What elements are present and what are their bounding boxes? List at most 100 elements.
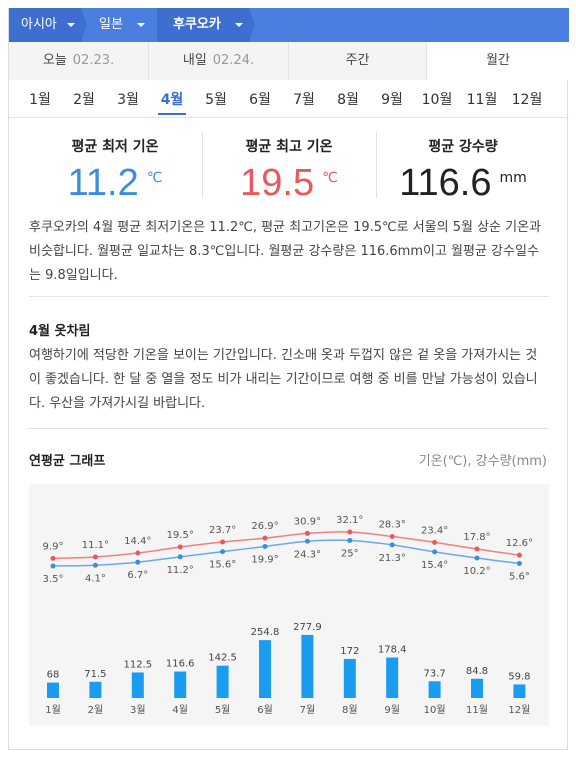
month-tab-2[interactable]: 2월 — [73, 92, 95, 108]
rain-bar — [513, 684, 526, 698]
month-tab-12[interactable]: 12월 — [511, 92, 543, 108]
stat-min-temp-value: 11.2 — [67, 162, 139, 204]
high-temp-label: 17.8° — [463, 532, 490, 543]
breadcrumb-separator — [249, 8, 255, 42]
stat-max-temp-unit: ℃ — [322, 170, 338, 186]
month-tab-7[interactable]: 7월 — [293, 92, 315, 108]
rain-value-label: 142.5 — [208, 653, 237, 664]
rain-bar — [216, 665, 229, 698]
low-temp-point — [92, 562, 98, 568]
clothing-title: 4월 옷차림 — [29, 324, 91, 339]
month-tab-5[interactable]: 5월 — [205, 92, 227, 108]
low-temp-label: 4.1° — [85, 573, 106, 584]
rain-bar — [428, 681, 441, 698]
rain-value-label: 172 — [340, 646, 359, 657]
clothing-text: 여행하기에 적당한 기온을 보이는 기간입니다. 긴소매 옷과 두껍지 않은 겉… — [29, 348, 538, 411]
month-tab-8[interactable]: 8월 — [337, 92, 359, 108]
low-temp-point — [389, 542, 395, 548]
divider — [29, 428, 549, 429]
high-temp-point — [135, 550, 141, 556]
breadcrumb-continent-label: 아시아 — [21, 17, 57, 32]
high-temp-label: 28.3° — [379, 520, 406, 531]
month-tab-3[interactable]: 3월 — [117, 92, 139, 108]
tab-tomorrow-label: 내일 — [182, 53, 207, 68]
stat-rainfall: 평균 강수량 116.6 mm — [377, 128, 549, 204]
rain-bar — [386, 657, 399, 698]
chevron-down-icon — [235, 23, 243, 27]
breadcrumb-continent[interactable]: 아시아 — [9, 8, 81, 42]
breadcrumb-country[interactable]: 일본 — [87, 8, 151, 42]
rain-bar — [301, 634, 314, 698]
breadcrumb-city-label: 후쿠오카 — [173, 17, 221, 32]
high-temp-point — [389, 534, 395, 540]
month-tab-6[interactable]: 6월 — [249, 92, 271, 108]
month-tab-10[interactable]: 10월 — [421, 92, 453, 108]
chevron-down-icon — [67, 23, 75, 27]
rain-bar — [89, 681, 102, 698]
low-temp-label: 25° — [341, 548, 359, 559]
x-tick-label: 9월 — [384, 704, 400, 716]
divider — [29, 296, 549, 297]
stat-divider — [376, 132, 377, 198]
high-temp-label: 23.4° — [421, 525, 448, 536]
stat-rainfall-unit: mm — [499, 170, 527, 186]
x-tick-label: 3월 — [130, 704, 146, 716]
low-temp-point — [220, 549, 226, 555]
high-temp-label: 19.5° — [167, 530, 194, 541]
tab-tomorrow-date: 02.24. — [212, 53, 255, 68]
tab-today-label: 오늘 — [42, 53, 67, 68]
breadcrumb-city[interactable]: 후쿠오카 — [157, 8, 249, 42]
tab-tomorrow[interactable]: 내일 02.24. — [149, 42, 289, 80]
tab-weekly-label: 주간 — [345, 53, 370, 68]
annual-chart-svg: 9.9° 11.1° 14.4° 19.5° 23.7° 26.9° 30.9° 32.1° 2… — [43, 515, 533, 716]
rain-value-label: 254.8 — [251, 627, 280, 638]
x-tick-label: 10월 — [424, 704, 446, 716]
low-temp-label: 19.9° — [251, 555, 278, 566]
monthly-stats: 평균 최저 기온 11.2 ℃ 평균 최고 기온 19.5 ℃ 평균 강수량 116… — [29, 128, 549, 208]
rain-value-label: 178.4 — [378, 645, 407, 656]
stat-min-temp: 평균 최저 기온 11.2 ℃ — [29, 128, 201, 204]
low-temp-point — [50, 563, 56, 569]
low-temp-label: 15.4° — [421, 560, 448, 571]
x-tick-label: 2월 — [88, 704, 104, 716]
low-temp-label: 10.2° — [463, 566, 490, 577]
stat-rainfall-value: 116.6 — [399, 162, 492, 204]
stat-min-temp-unit: ℃ — [146, 170, 163, 186]
low-temp-label: 21.3° — [379, 553, 406, 564]
tab-weekly[interactable]: 주간 — [289, 42, 427, 80]
tab-monthly[interactable]: 월간 — [427, 42, 569, 80]
high-temp-line — [52, 531, 520, 560]
low-temp-label: 15.6° — [209, 560, 236, 571]
tab-today-date: 02.23. — [72, 53, 115, 68]
high-temp-label: 9.9° — [43, 541, 64, 552]
weather-panel: 아시아 일본 후쿠오카 오늘 02.23. 내일 02.24. 주간 월간 1월 2… — [8, 8, 569, 750]
month-tab-11[interactable]: 11월 — [466, 92, 498, 108]
chevron-down-icon — [137, 23, 145, 27]
tab-today[interactable]: 오늘 02.23. — [9, 42, 149, 80]
high-temp-point — [220, 539, 226, 545]
low-temp-point — [474, 555, 480, 561]
high-temp-point — [304, 530, 310, 536]
tab-monthly-label: 월간 — [486, 53, 510, 68]
month-tab-1[interactable]: 1월 — [29, 92, 51, 108]
low-temp-point — [304, 538, 310, 544]
rain-value-label: 112.5 — [123, 659, 152, 670]
low-temp-point — [262, 544, 268, 550]
month-tab-4[interactable]: 4월 — [152, 89, 192, 115]
high-temp-label: 12.6° — [506, 538, 533, 549]
stat-max-temp: 평균 최고 기온 19.5 ℃ — [203, 128, 375, 204]
x-tick-label: 4월 — [172, 704, 188, 716]
rain-bar — [47, 682, 59, 698]
breadcrumb-country-label: 일본 — [99, 17, 123, 32]
low-temp-label: 6.7° — [127, 570, 148, 581]
high-temp-point — [432, 539, 438, 545]
breadcrumb: 아시아 일본 후쿠오카 — [9, 8, 569, 42]
high-temp-point — [177, 544, 183, 550]
breadcrumb-separator — [81, 8, 87, 42]
high-temp-label: 26.9° — [251, 521, 278, 532]
low-temp-point — [177, 554, 183, 560]
month-tab-9[interactable]: 9월 — [381, 92, 403, 108]
rain-value-label: 73.7 — [423, 668, 445, 679]
high-temp-label: 11.1° — [82, 540, 109, 551]
high-temp-point — [262, 535, 268, 541]
